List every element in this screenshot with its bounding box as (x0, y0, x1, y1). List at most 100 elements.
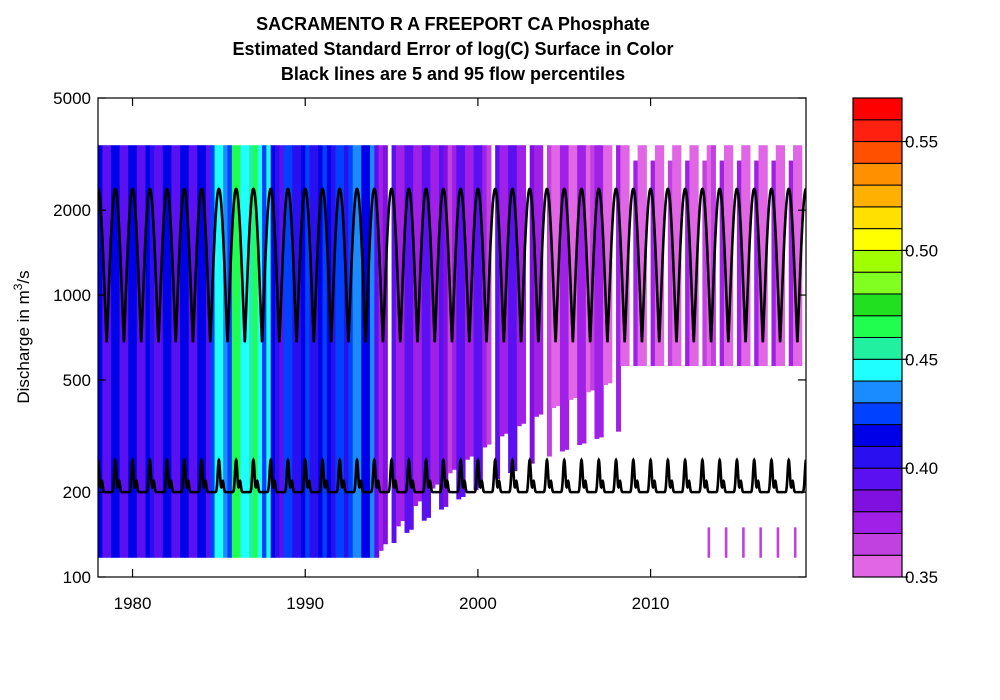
colorbar-swatch (852, 97, 903, 121)
colorbar-swatch (852, 532, 903, 556)
surface-cell (326, 145, 332, 558)
surface-cell (378, 145, 384, 551)
surface-cell (318, 145, 324, 558)
surface-cell (162, 145, 168, 558)
surface-cell (236, 145, 242, 558)
surface-cell (456, 145, 462, 500)
surface-cell (650, 160, 656, 367)
colorbar-tick-label: 0.55 (905, 133, 938, 152)
surface-cell (723, 145, 729, 367)
surface-cell (305, 145, 311, 558)
surface-cell (382, 145, 388, 545)
surface-cell (339, 145, 345, 558)
surface-cell (214, 145, 220, 558)
chart-title-line-2: Estimated Standard Error of log(C) Surfa… (232, 39, 674, 59)
surface-cell (771, 160, 777, 367)
surface-cell (292, 145, 298, 558)
surface-cell (529, 145, 535, 464)
surface-cell (218, 145, 224, 558)
colorbar-swatch (852, 206, 903, 230)
colorbar-tick-label: 0.40 (905, 459, 938, 478)
surface-cell (300, 145, 306, 558)
chart-title-line-1: SACRAMENTO R A FREEPORT CA Phosphate (256, 14, 650, 34)
surface-cell (158, 145, 164, 558)
surface-cell (577, 145, 583, 446)
surface-cell (313, 145, 319, 558)
surface-cell (741, 145, 747, 367)
p95-flow-line (98, 187, 806, 343)
surface-cell (102, 145, 108, 558)
axes: 1980 1990 2000 2010 100 200 500 1000 2000 5000 (53, 89, 806, 613)
colorbar-swatch (852, 337, 903, 360)
surface-cell (788, 160, 794, 367)
surface-cell (128, 145, 134, 558)
surface-cell (262, 145, 267, 558)
surface-cell (758, 145, 764, 367)
surface-cell (594, 145, 600, 439)
colorbar-swatch (852, 249, 903, 273)
surface-cell (400, 145, 406, 521)
colorbar-swatch (852, 271, 903, 295)
surface-cell (296, 145, 302, 558)
surface-cell (361, 145, 367, 558)
colorbar-swatch (852, 141, 903, 164)
colorbar-swatch (852, 119, 903, 143)
surface-cell (581, 145, 587, 444)
colorbar-swatch (852, 293, 903, 317)
colorbar: 0.35 0.40 0.45 0.50 0.55 (852, 97, 938, 587)
colorbar-swatch (852, 445, 903, 469)
surface-cell (192, 145, 198, 558)
surface-cell (201, 145, 207, 558)
surface-cell (512, 145, 518, 472)
surface-cell (249, 145, 255, 558)
surface-cell (348, 145, 354, 558)
surface-cell (309, 145, 315, 558)
surface-cell (633, 160, 639, 367)
surface-cell (266, 145, 272, 558)
y-tick-label: 5000 (53, 89, 91, 108)
colorbar-swatch (852, 358, 903, 382)
colorbar-swatch (852, 467, 903, 491)
colorbar-swatch (852, 402, 903, 426)
surface-cell (322, 145, 328, 558)
colorbar-swatch (852, 162, 903, 186)
surface-cell (776, 527, 780, 558)
x-tick-label: 2010 (632, 594, 670, 613)
surface-cell (115, 145, 121, 558)
surface-cell (227, 145, 233, 558)
surface-cell (434, 145, 440, 485)
surface-cell (188, 145, 194, 558)
surface-cell (231, 145, 237, 558)
y-tick-label: 1000 (53, 286, 91, 305)
surface-cell (724, 527, 728, 558)
surface-cell (344, 145, 349, 558)
surface-cell (210, 145, 216, 558)
surface-cell (335, 145, 341, 558)
colorbar-swatch (852, 554, 903, 578)
surface-cell (365, 145, 371, 558)
surface-cell (460, 145, 466, 497)
surface-cell (123, 145, 129, 558)
surface-cell (275, 145, 280, 558)
surface-cell (352, 145, 358, 558)
surface-cell (331, 145, 337, 558)
surface-cell (283, 145, 289, 558)
surface-cell (736, 160, 742, 367)
y-tick-label: 500 (63, 371, 91, 390)
surface-cell (654, 145, 660, 367)
surface-cell (707, 527, 711, 558)
surface-cell (667, 160, 673, 367)
x-tick-label: 1990 (286, 594, 324, 613)
colorbar-tick-label: 0.35 (905, 568, 938, 587)
surface-cell (171, 145, 177, 558)
surface-cell (616, 145, 621, 432)
surface-cell (559, 145, 565, 452)
surface-cell (775, 145, 781, 367)
surface-cell (508, 145, 514, 474)
chart-title-line-3: Black lines are 5 and 95 flow percentile… (280, 64, 626, 84)
surface-cell (421, 145, 427, 521)
surface-cell (620, 145, 626, 367)
surface-cell (223, 145, 229, 558)
colorbar-swatch (852, 315, 903, 338)
